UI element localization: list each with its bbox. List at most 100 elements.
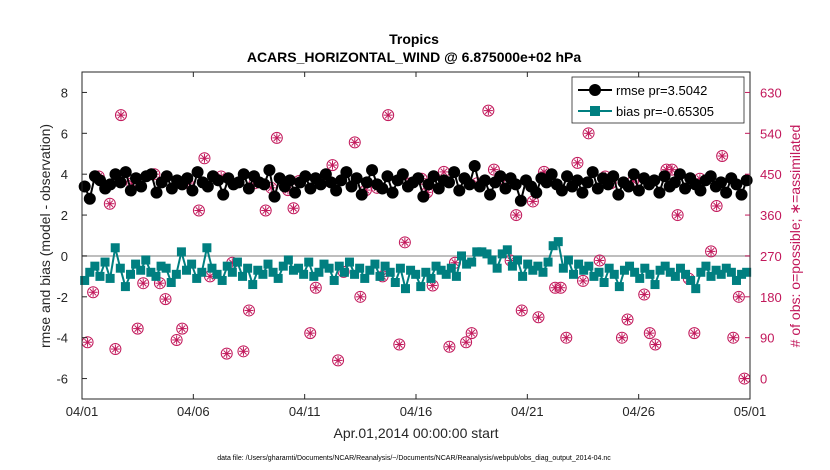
obs-possible-marker xyxy=(243,304,255,317)
bias-point xyxy=(569,269,579,279)
rmse-point xyxy=(622,180,635,193)
bias-point xyxy=(283,255,293,265)
rmse-point xyxy=(160,170,173,183)
obs-assimilated-marker xyxy=(572,158,582,168)
obs-possible-marker xyxy=(710,199,723,212)
asterisk-stroke xyxy=(512,211,520,219)
bias-point xyxy=(579,265,589,275)
rmse-point xyxy=(448,166,461,179)
bias-point xyxy=(497,249,507,259)
asterisk-stroke xyxy=(596,256,604,264)
obs-possible-marker xyxy=(237,345,250,358)
y-tick-label: -4 xyxy=(56,331,68,346)
legend-bias-label: bias pr=-0.65305 xyxy=(616,104,714,119)
rmse-point xyxy=(396,168,409,181)
obs-possible-marker xyxy=(732,290,745,303)
bias-point xyxy=(360,273,370,283)
x-tick-label: 04/16 xyxy=(400,404,433,419)
bias-point xyxy=(197,267,207,277)
rmse-point xyxy=(453,184,466,197)
obs-possible-marker xyxy=(326,159,339,172)
bias-point xyxy=(171,269,181,279)
rmse-point xyxy=(653,186,666,199)
obs-assimilated-marker xyxy=(712,201,722,211)
bias-point xyxy=(192,273,202,283)
y2-tick-label: 630 xyxy=(760,85,782,100)
bias-series xyxy=(80,237,752,294)
x-tick-label: 04/21 xyxy=(511,404,544,419)
bias-point xyxy=(299,269,309,279)
y-tick-label: -2 xyxy=(56,290,68,305)
y2-tick-label: 0 xyxy=(760,372,767,387)
asterisk-stroke xyxy=(518,306,526,314)
rmse-point xyxy=(263,164,276,177)
bias-point xyxy=(385,267,395,277)
bias-point xyxy=(339,267,349,277)
obs-possible-marker xyxy=(705,245,718,258)
legend-bias-marker xyxy=(590,106,600,116)
asterisk-stroke xyxy=(111,345,119,353)
rmse-point xyxy=(576,186,589,199)
rmse-point xyxy=(740,174,753,187)
bias-point xyxy=(691,284,701,294)
bias-point xyxy=(609,269,619,279)
rmse-point xyxy=(237,168,250,181)
bias-point xyxy=(156,261,166,271)
bias-point xyxy=(548,241,558,251)
bias-point xyxy=(273,273,283,283)
obs-assimilated-marker xyxy=(617,333,627,343)
obs-possible-marker xyxy=(220,347,233,360)
asterisk-stroke xyxy=(239,347,247,355)
rmse-point xyxy=(119,166,132,179)
rmse-point xyxy=(417,190,430,203)
x-tick-label: 04/26 xyxy=(622,404,655,419)
bias-point xyxy=(390,278,400,288)
obs-possible-marker xyxy=(688,327,701,340)
bias-point xyxy=(630,267,640,277)
rmse-point xyxy=(386,186,399,199)
asterisk-stroke xyxy=(178,325,186,333)
obs-assimilated-marker xyxy=(116,110,126,120)
bias-point xyxy=(696,267,706,277)
obs-assimilated-marker xyxy=(328,160,337,170)
asterisk-stroke xyxy=(312,284,320,292)
obs-assimilated-marker xyxy=(83,337,93,347)
obs-possible-marker xyxy=(716,150,729,163)
obs-assimilated-marker xyxy=(110,344,120,354)
rmse-point xyxy=(468,160,481,173)
obs-assimilated-marker xyxy=(467,328,477,338)
bias-point xyxy=(151,271,161,281)
obs-assimilated-marker xyxy=(595,255,605,265)
asterisk-stroke xyxy=(395,340,403,349)
bias-point xyxy=(309,271,319,281)
data-file-footnote: data file: /Users/gharamti/Documents/NCA… xyxy=(217,455,611,462)
obs-possible-marker xyxy=(727,331,740,344)
bias-point xyxy=(462,259,472,269)
obs-assimilated-marker xyxy=(272,133,282,143)
rmse-point xyxy=(268,190,281,203)
legend-box xyxy=(571,76,745,124)
bias-point xyxy=(502,245,512,255)
obs-possible-marker xyxy=(109,343,122,356)
bias-point xyxy=(141,255,151,265)
asterisk-stroke xyxy=(401,238,409,246)
obs-possible-marker xyxy=(510,209,523,222)
bias-point xyxy=(248,280,258,290)
y-tick-label: -6 xyxy=(56,372,68,387)
bias-point xyxy=(467,257,477,267)
bias-point xyxy=(365,265,375,275)
asterisk-stroke xyxy=(674,211,682,219)
bias-point xyxy=(472,247,482,257)
rmse-point xyxy=(673,168,686,181)
rmse-point xyxy=(304,182,317,195)
rmse-point xyxy=(571,174,584,187)
bias-point xyxy=(278,261,288,271)
obs-assimilated-marker xyxy=(444,342,454,352)
obs-possible-marker xyxy=(398,236,411,249)
bias-point xyxy=(334,261,344,271)
bias-point xyxy=(166,278,176,288)
bias-point xyxy=(268,267,278,277)
obs-assimilated-marker xyxy=(355,292,365,302)
asterisk-stroke xyxy=(351,138,359,146)
obs-assimilated-marker xyxy=(673,210,683,220)
